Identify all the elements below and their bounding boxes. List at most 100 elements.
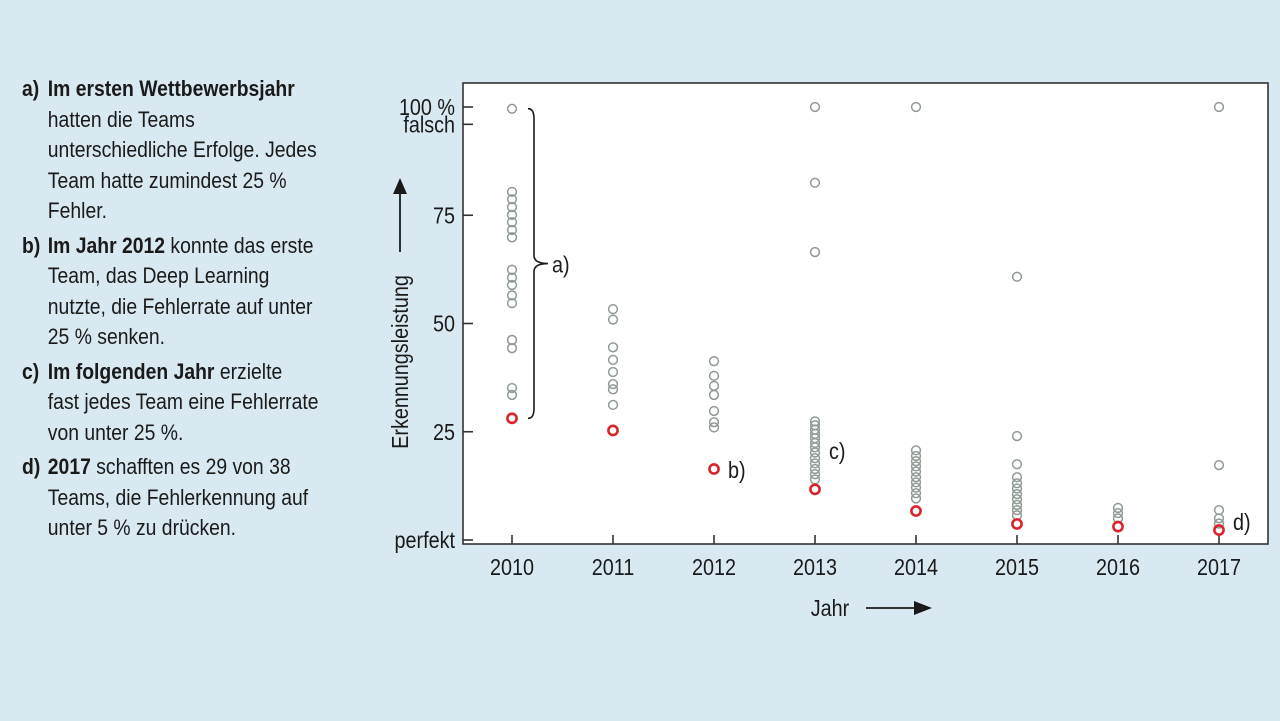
annotation-label: d) [1233, 510, 1251, 536]
y-tick-label: 75 [433, 203, 455, 229]
team-result-point [607, 354, 619, 366]
note-highlight: Im Jahr 2012 [47, 232, 166, 258]
note-highlight: Im ersten Wettbewerbsjahr [47, 76, 295, 101]
team-result-point [708, 405, 720, 417]
note-c: c) Im folgenden Jahr erzielte fast jedes … [22, 357, 319, 449]
team-result-point [1011, 494, 1023, 505]
team-result-point [910, 488, 922, 499]
annotation-label: c) [829, 439, 845, 465]
x-axis-title: Jahr [811, 596, 932, 622]
x-axis-arrow-head [914, 601, 932, 615]
team-result-point [708, 422, 720, 433]
note-text: erzielte fast jedes Team eine Fehlerrate… [47, 358, 319, 445]
y-tick-label: perfekt [395, 528, 455, 554]
note-d: d) 2017 schafften es 29 von 38 Teams, die… [22, 452, 319, 544]
team-result-point [1213, 459, 1225, 471]
best-result-point [910, 505, 922, 517]
team-result-point [910, 493, 922, 504]
team-result-point [506, 103, 518, 114]
note-text: konnte das erste Team, das Deep Learning… [47, 232, 314, 350]
y-tick-label: 50 [433, 311, 455, 337]
team-result-point [607, 342, 619, 353]
y-axis-label: Erkennungsleistung [388, 275, 414, 449]
team-result-point [1011, 472, 1023, 483]
team-result-point [607, 366, 619, 378]
team-result-point [1011, 483, 1023, 494]
note-a: a) Im ersten Wettbewerbsjahr hatten die T… [22, 74, 319, 227]
team-result-point [809, 101, 821, 113]
team-result-point [506, 194, 518, 205]
note-text: hatten die Teams unterschiedliche Erfolg… [47, 106, 317, 224]
x-tick-label: 2017 [1197, 555, 1241, 581]
team-result-point [506, 264, 518, 275]
y-tick-label: 25 [433, 419, 455, 445]
annotation-label: b) [728, 458, 746, 484]
team-result-point [809, 447, 821, 458]
team-result-point [910, 482, 922, 493]
x-tick-label: 2013 [793, 555, 837, 581]
team-result-point [607, 314, 619, 325]
team-result-point [506, 232, 518, 243]
best-result-point [809, 483, 821, 496]
note-b: b) Im Jahr 2012 konnte das erste Team, da… [22, 231, 319, 353]
team-result-point [708, 356, 720, 367]
team-result-point [1011, 271, 1023, 282]
best-result-point [1011, 518, 1023, 530]
team-result-point [506, 217, 518, 228]
team-result-point [607, 304, 619, 315]
team-result-point [910, 466, 922, 477]
team-result-point [809, 246, 821, 258]
team-result-point [910, 472, 922, 483]
team-result-point [506, 201, 518, 213]
team-result-point [910, 461, 922, 472]
best-result-point [506, 412, 518, 425]
best-result-point [607, 424, 619, 437]
team-result-point [1213, 518, 1225, 529]
team-result-point [809, 458, 821, 469]
team-result-point [506, 186, 518, 198]
team-result-point [1011, 459, 1023, 470]
team-result-point [1213, 513, 1225, 524]
team-result-point [910, 445, 922, 456]
team-result-point [809, 469, 821, 480]
team-result-point [506, 389, 518, 401]
best-result-point [1112, 520, 1124, 533]
team-result-point [506, 209, 518, 220]
team-result-point [506, 290, 518, 301]
team-result-point [1213, 101, 1225, 113]
x-axis-label: Jahr [811, 596, 849, 622]
team-result-point [809, 453, 821, 464]
team-result-point [809, 463, 821, 475]
team-result-point [910, 456, 922, 467]
note-text: schafften es 29 von 38 Teams, die Fehler… [47, 454, 309, 540]
note-highlight: Im folgenden Jahr [47, 358, 215, 384]
y-axis-arrow-head [393, 178, 407, 194]
x-tick-label: 2014 [894, 555, 938, 581]
team-result-point [910, 450, 922, 462]
explanation-notes: a) Im ersten Wettbewerbsjahr hatten die T… [22, 74, 319, 548]
x-tick-label: 2012 [692, 555, 736, 581]
team-result-point [910, 477, 922, 488]
y-axis-title: Erkennungsleistung [388, 178, 414, 449]
plot-frame [462, 82, 1269, 545]
team-result-point [1112, 502, 1124, 514]
team-result-point [1011, 504, 1023, 516]
team-result-point [708, 370, 720, 382]
x-tick-label: 2011 [592, 555, 635, 581]
team-result-point [607, 399, 619, 411]
team-result-point [809, 442, 821, 453]
note-highlight: 2017 [47, 454, 91, 479]
note-tag: b) [22, 232, 41, 258]
x-tick-label: 2016 [1096, 555, 1140, 581]
y-tick-label: falsch [403, 112, 455, 138]
best-result-point [708, 463, 720, 475]
team-result-point [506, 272, 518, 283]
x-tick-label: 2010 [490, 555, 534, 581]
x-axis-ticks: 2010 2011 2012 2013 2014 2015 2016 2017 [490, 535, 1241, 580]
team-result-point [910, 101, 922, 113]
team-result-point [1011, 478, 1023, 489]
x-tick-label: 2015 [995, 555, 1039, 581]
team-result-point [809, 177, 821, 188]
annotation-label: a) [552, 252, 570, 278]
